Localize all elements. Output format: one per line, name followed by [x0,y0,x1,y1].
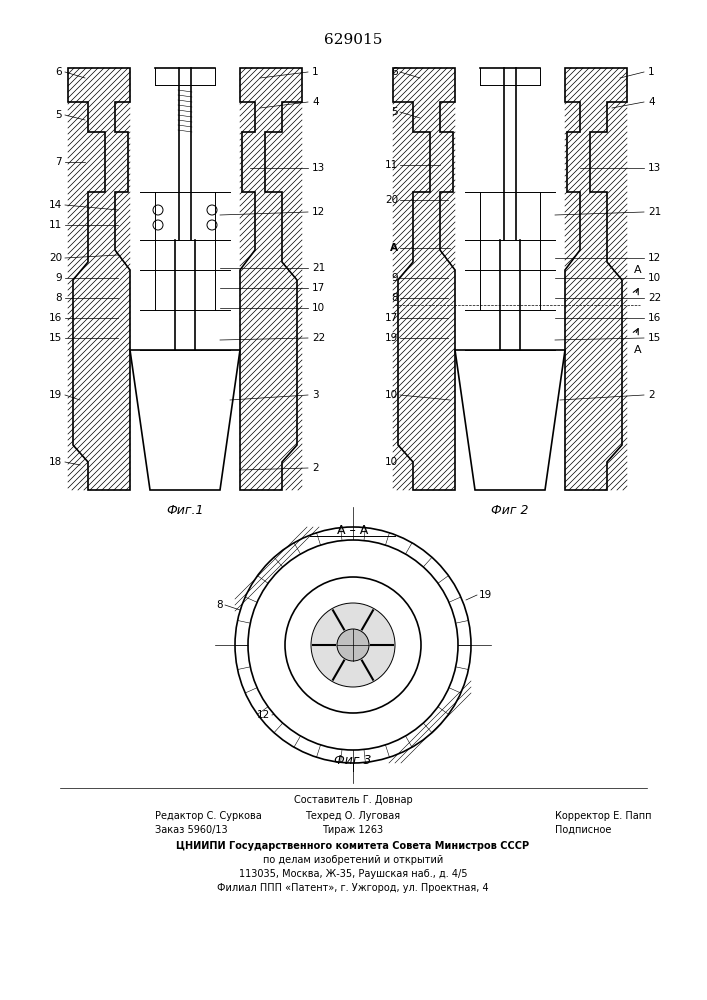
Circle shape [248,540,458,750]
Text: 17: 17 [312,283,325,293]
Text: по делам изобретений и открытий: по делам изобретений и открытий [263,855,443,865]
Text: 19: 19 [385,333,398,343]
Text: Тираж 1263: Тираж 1263 [322,825,384,835]
Polygon shape [68,68,130,490]
Text: 10: 10 [648,273,661,283]
Circle shape [285,577,421,713]
Text: A: A [634,345,642,355]
Text: Подписное: Подписное [555,825,612,835]
Polygon shape [565,68,627,490]
Text: 3: 3 [312,390,319,400]
Polygon shape [130,350,240,490]
Text: Филиал ППП «Патент», г. Ужгород, ул. Проектная, 4: Филиал ППП «Патент», г. Ужгород, ул. Про… [217,883,489,893]
Text: A: A [634,265,642,275]
Text: 20: 20 [385,195,398,205]
Text: 113035, Москва, Ж-35, Раушская наб., д. 4/5: 113035, Москва, Ж-35, Раушская наб., д. … [239,869,467,879]
Text: 12: 12 [648,253,661,263]
Polygon shape [393,68,455,490]
Text: 8: 8 [55,293,62,303]
Text: 13: 13 [648,163,661,173]
Text: 20: 20 [49,253,62,263]
Text: 1: 1 [312,67,319,77]
Text: 10: 10 [385,457,398,467]
Circle shape [337,629,369,661]
Text: Составитель Г. Довнар: Составитель Г. Довнар [293,795,412,805]
Text: 12: 12 [312,207,325,217]
Text: 9: 9 [55,273,62,283]
Text: A: A [390,243,398,253]
Text: 21: 21 [648,207,661,217]
Text: Техред О. Луговая: Техред О. Луговая [305,811,401,821]
Text: 6: 6 [392,67,398,77]
Text: 11: 11 [49,220,62,230]
Text: 629015: 629015 [324,33,382,47]
Text: 5: 5 [392,107,398,117]
Text: Фиг 2: Фиг 2 [491,504,529,516]
Text: 10: 10 [385,390,398,400]
Text: Заказ 5960/13: Заказ 5960/13 [155,825,228,835]
Text: 10: 10 [312,303,325,313]
Text: 6: 6 [55,67,62,77]
Text: 11: 11 [385,160,398,170]
Text: 2: 2 [312,463,319,473]
Text: 21: 21 [312,263,325,273]
Polygon shape [455,350,565,490]
Text: 17: 17 [385,313,398,323]
Text: Корректор Е. Папп: Корректор Е. Папп [555,811,651,821]
Text: 2: 2 [648,390,655,400]
Text: 1: 1 [648,67,655,77]
Text: 22: 22 [312,333,325,343]
Circle shape [311,603,395,687]
Text: 15: 15 [648,333,661,343]
Text: 18: 18 [49,457,62,467]
Text: Фиг.1: Фиг.1 [166,504,204,516]
Text: 9: 9 [392,273,398,283]
Text: Фиг 3: Фиг 3 [334,754,372,766]
Polygon shape [240,68,302,490]
Text: 7: 7 [55,157,62,167]
Text: 4: 4 [312,97,319,107]
Text: 13: 13 [312,163,325,173]
Text: 16: 16 [648,313,661,323]
Text: 16: 16 [49,313,62,323]
Text: Редактор С. Суркова: Редактор С. Суркова [155,811,262,821]
Text: 19: 19 [479,590,492,600]
Text: 4: 4 [648,97,655,107]
Text: 5: 5 [55,110,62,120]
Text: 22: 22 [648,293,661,303]
Text: 19: 19 [49,390,62,400]
Text: 14: 14 [49,200,62,210]
Text: ЦНИИПИ Государственного комитета Совета Министров СССР: ЦНИИПИ Государственного комитета Совета … [177,841,530,851]
Text: 12: 12 [257,710,270,720]
Text: 15: 15 [49,333,62,343]
Text: 8: 8 [392,293,398,303]
Text: 8: 8 [216,600,223,610]
Text: А – А: А – А [337,524,368,536]
